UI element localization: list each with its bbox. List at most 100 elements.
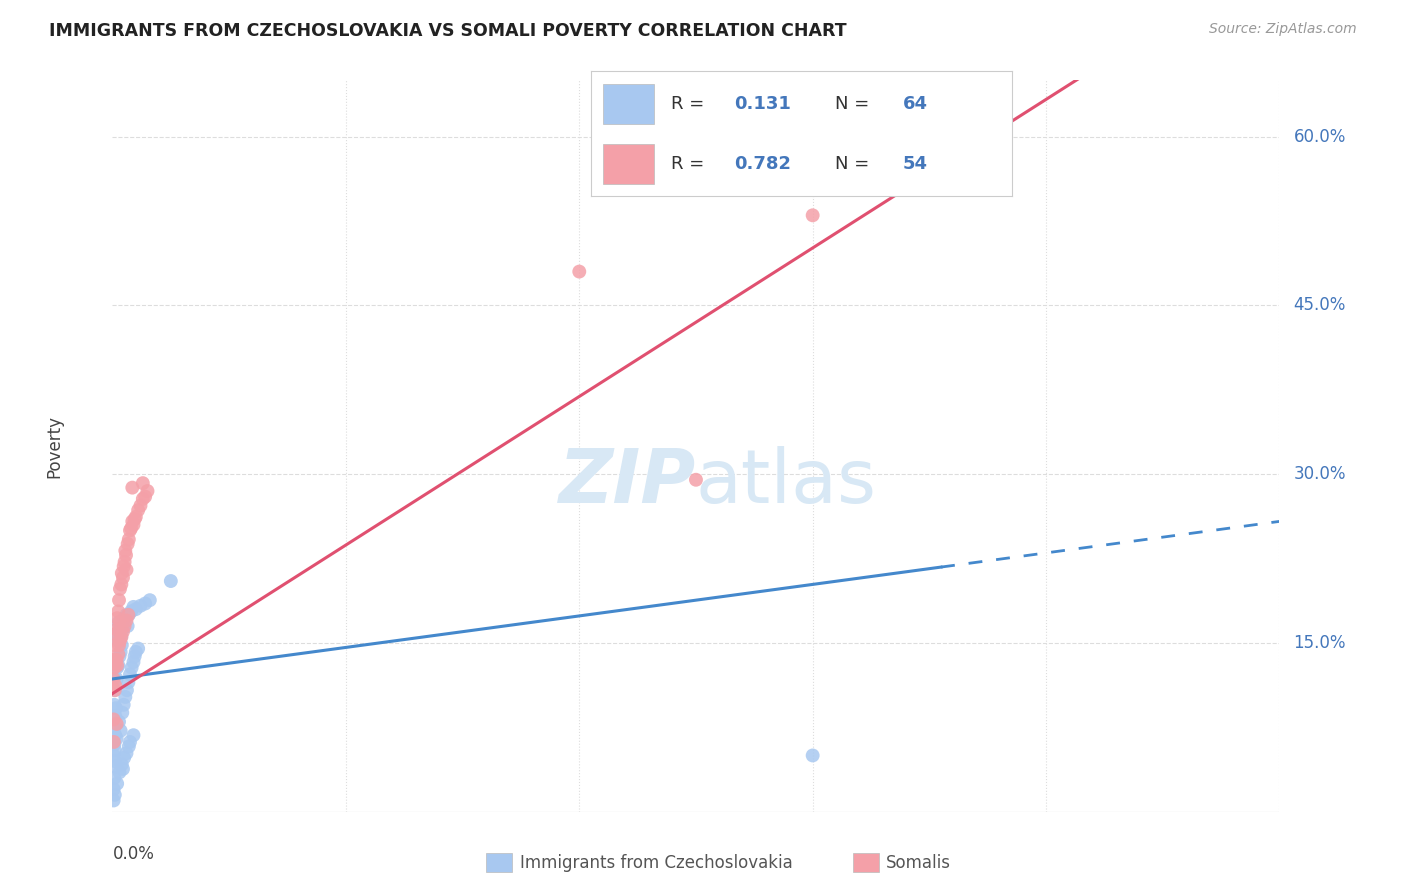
Text: Somalis: Somalis	[886, 854, 950, 871]
Point	[685, 473, 707, 487]
Point	[104, 683, 127, 698]
Point	[108, 633, 131, 648]
Point	[105, 623, 128, 637]
Point	[103, 653, 125, 667]
Point	[104, 760, 127, 774]
Point	[105, 672, 128, 686]
Point	[120, 521, 142, 535]
Point	[139, 593, 162, 607]
Point	[104, 656, 127, 670]
Point	[160, 574, 183, 588]
Point	[103, 793, 125, 807]
Point	[122, 599, 145, 614]
Point	[129, 499, 152, 513]
Text: 0.131: 0.131	[734, 95, 790, 112]
Point	[134, 597, 156, 611]
Point	[111, 762, 134, 776]
Point	[104, 754, 127, 768]
Point	[112, 698, 135, 712]
Point	[108, 638, 131, 652]
Text: 0.782: 0.782	[734, 155, 792, 173]
Point	[104, 627, 127, 641]
Point	[918, 158, 941, 172]
Point	[107, 604, 129, 618]
Point	[105, 611, 128, 625]
Text: 30.0%: 30.0%	[1294, 465, 1346, 483]
Text: Poverty: Poverty	[45, 415, 63, 477]
Point	[118, 524, 141, 538]
Point	[134, 490, 156, 504]
Point	[112, 750, 135, 764]
Point	[110, 645, 132, 659]
Point	[104, 627, 127, 641]
Point	[105, 653, 128, 667]
Point	[117, 607, 139, 622]
Point	[104, 701, 127, 715]
Point	[112, 611, 135, 625]
Point	[115, 563, 138, 577]
Point	[107, 615, 129, 630]
Point	[111, 621, 134, 635]
Point	[127, 503, 149, 517]
Point	[103, 670, 125, 684]
Point	[115, 548, 138, 562]
Point	[110, 723, 132, 738]
Text: atlas: atlas	[696, 446, 877, 519]
Point	[103, 720, 125, 734]
Point	[118, 607, 141, 622]
Point	[111, 638, 134, 652]
Point	[124, 649, 146, 664]
Text: IMMIGRANTS FROM CZECHOSLOVAKIA VS SOMALI POVERTY CORRELATION CHART: IMMIGRANTS FROM CZECHOSLOVAKIA VS SOMALI…	[49, 22, 846, 40]
Point	[117, 675, 139, 690]
Text: 45.0%: 45.0%	[1294, 296, 1346, 314]
Point	[103, 748, 125, 763]
Point	[110, 577, 132, 591]
Point	[111, 624, 134, 639]
Point	[117, 537, 139, 551]
Point	[108, 615, 131, 630]
Text: 60.0%: 60.0%	[1294, 128, 1346, 145]
Point	[121, 515, 143, 529]
Point	[108, 623, 131, 637]
Point	[112, 559, 135, 574]
Point	[111, 571, 134, 585]
Point	[108, 593, 131, 607]
Text: 54: 54	[903, 155, 928, 173]
Point	[121, 481, 143, 495]
Point	[110, 630, 132, 644]
FancyBboxPatch shape	[603, 144, 654, 184]
Point	[108, 765, 131, 780]
Point	[103, 735, 125, 749]
Point	[118, 667, 141, 681]
Point	[127, 641, 149, 656]
FancyBboxPatch shape	[603, 84, 654, 124]
Point	[103, 698, 125, 712]
Text: N =: N =	[835, 95, 875, 112]
Point	[125, 509, 148, 524]
Point	[115, 607, 138, 622]
Point	[105, 658, 128, 673]
Point	[104, 728, 127, 742]
Point	[117, 619, 139, 633]
Point	[125, 645, 148, 659]
Point	[115, 614, 138, 628]
Point	[108, 649, 131, 664]
Point	[125, 602, 148, 616]
Text: Source: ZipAtlas.com: Source: ZipAtlas.com	[1209, 22, 1357, 37]
Point	[111, 706, 134, 720]
Point	[104, 709, 127, 723]
Point	[120, 604, 142, 618]
Text: R =: R =	[671, 95, 710, 112]
Point	[104, 743, 127, 757]
Point	[124, 512, 146, 526]
Point	[105, 661, 128, 675]
Point	[132, 476, 155, 491]
Point	[136, 483, 159, 498]
Text: N =: N =	[835, 155, 875, 173]
Point	[107, 658, 129, 673]
Point	[103, 713, 125, 727]
Point	[114, 619, 136, 633]
Text: R =: R =	[671, 155, 710, 173]
Point	[104, 679, 127, 693]
Point	[103, 737, 125, 751]
